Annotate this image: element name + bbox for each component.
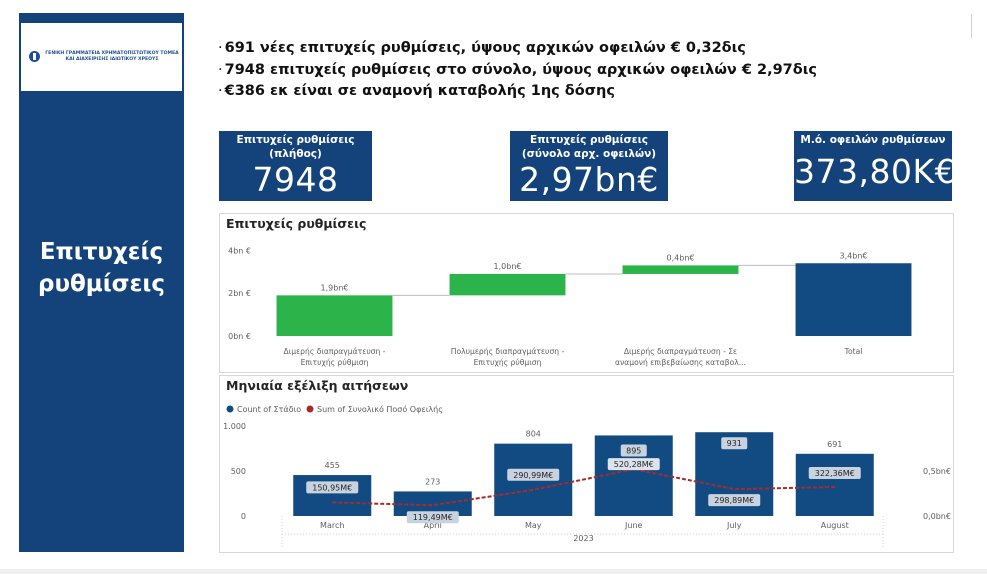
data-label-chip [721, 437, 748, 450]
bullet-marker: · [218, 61, 223, 78]
data-label-chip [406, 511, 459, 524]
sum-data-label: 150,95M€ [312, 483, 352, 492]
bullet-text: 7948 επιτυχείς ρυθμίσεις στο σύνολο, ύψο… [224, 61, 817, 78]
sidebar: ΓΕΝΙΚΗ ΓΡΑΜΜΑΤΕΙΑ ΧΡΗΜΑΤΟΠΙΣΤΩΤΙΚΟΥ ΤΟΜΕ… [19, 13, 184, 552]
data-label-chip [306, 481, 359, 494]
data-label: 1,9bn€ [321, 283, 349, 292]
count-bar [795, 453, 874, 516]
x-tick-label: Total [844, 347, 863, 356]
x-group-label: 2023 [573, 534, 593, 543]
summary-bullets: · 691 νέες επιτυχείς ρυθμίσεις, ύψους αρχ… [218, 38, 918, 103]
kpi-label: Επιτυχείς ρυθμίσεις (σύνολο αρχ. οφειλών… [521, 134, 657, 160]
y-tick-label: 0bn € [228, 332, 251, 341]
y-left-tick-label: 1.000 [223, 422, 246, 431]
waterfall-bar [622, 265, 739, 274]
legend-label: Sum of Συνολικό Ποσό Οφειλής [317, 404, 443, 414]
waterfall-bar [276, 295, 393, 336]
page-title: Επιτυχείς ρυθμίσεις [19, 236, 184, 300]
x-tick-label: August [821, 521, 849, 530]
data-label: 0,4bn€ [667, 253, 695, 262]
count-data-label: 691 [827, 440, 842, 449]
legend-swatch [226, 405, 234, 413]
legend-swatch [306, 405, 314, 413]
summary-bullet: · 691 νέες επιτυχείς ρυθμίσεις, ύψους αρχ… [218, 38, 918, 60]
y-right-tick-label: 0,5bn€ [923, 467, 951, 476]
kpi-card-average: Μ.ό. οφειλών ρυθμίσεων 373,80K€ [794, 131, 957, 201]
data-label: 1,0bn€ [494, 262, 522, 271]
emblem-icon [29, 51, 40, 62]
kpi-card-total: Επιτυχείς ρυθμίσεις (σύνολο αρχ. οφειλών… [510, 131, 668, 201]
y-right-tick-label: 0,0bn€ [923, 512, 951, 521]
y-left-tick-label: 500 [231, 467, 246, 476]
bullet-text: 691 νέες επιτυχείς ρυθμίσεις, ύψους αρχι… [224, 40, 746, 56]
kpi-value: 2,97bn€ [519, 160, 659, 199]
monthly-chart: Count of Στάδιο Sum of Συνολικό Ποσό Οφει… [223, 404, 951, 548]
waterfall-bar [795, 263, 912, 336]
legend-label: Count of Στάδιο [237, 405, 301, 414]
logo: ΓΕΝΙΚΗ ΓΡΑΜΜΑΤΕΙΑ ΧΡΗΜΑΤΟΠΙΣΤΩΤΙΚΟΥ ΤΟΜΕ… [21, 23, 182, 91]
kpi-value: 373,80K€ [794, 152, 957, 191]
kpi-card-count: Επιτυχείς ρυθμίσεις (πλήθος) 7948 [219, 131, 372, 201]
sum-line [332, 468, 835, 507]
x-tick-label: Πολυμερής διαπραγμάτευση - [451, 347, 565, 356]
count-data-label: 895 [626, 446, 641, 455]
count-data-label: 931 [727, 439, 742, 448]
x-tick-label: Επιτυχής ρύθμιση [301, 358, 369, 367]
y-tick-label: 4bn € [228, 246, 251, 255]
sum-data-label: 290,99M€ [513, 471, 553, 480]
data-label-chip [708, 494, 761, 507]
data-label: 3,4bn€ [840, 251, 868, 260]
sum-data-label: 298,89M€ [714, 496, 754, 505]
data-label-chip [507, 468, 560, 481]
count-data-label: 455 [325, 461, 340, 470]
sum-data-label: 119,49M€ [413, 513, 453, 522]
y-left-tick-label: 0 [241, 512, 246, 521]
x-tick-label: March [320, 521, 344, 530]
data-label-chip [607, 458, 660, 471]
x-tick-label: July [726, 521, 742, 530]
kpi-value: 7948 [252, 160, 339, 199]
bullet-marker: · [218, 83, 223, 99]
count-data-label: 273 [425, 477, 440, 486]
waterfall-bar [449, 273, 566, 296]
summary-bullet: · €386 εκ είναι σε αναμονή καταβολής 1ης … [218, 81, 918, 103]
page-title-line2: ρυθμίσεις [38, 271, 165, 297]
x-tick-label: Διμερής διαπραγμάτευση - [283, 347, 385, 356]
x-tick-label: Επιτυχής ρύθμιση [474, 358, 542, 367]
waterfall-chart-panel: Επιτυχείς ρυθμίσεις 0bn € 2bn € 4bn € 1,9bn… [219, 213, 954, 373]
x-tick-label: Διμερής διαπραγμάτευση - Σε [624, 347, 737, 356]
sum-data-label: 322,36M€ [815, 469, 855, 478]
page-title-line1: Επιτυχείς [39, 239, 164, 265]
waterfall-chart-title: Επιτυχείς ρυθμίσεις [226, 216, 367, 231]
logo-text: ΓΕΝΙΚΗ ΓΡΑΜΜΑΤΕΙΑ ΧΡΗΜΑΤΟΠΙΣΤΩΤΙΚΟΥ ΤΟΜΕ… [45, 51, 179, 62]
count-bar [293, 475, 372, 516]
monthly-chart-title: Μηνιαία εξέλιξη αιτήσεων [226, 378, 409, 393]
x-tick-label: June [624, 521, 643, 530]
sum-data-label: 520,28M€ [614, 460, 654, 469]
bullet-marker: · [218, 40, 223, 56]
bottom-bar [0, 569, 987, 574]
kpi-label: Μ.ό. οφειλών ρυθμίσεων [800, 134, 946, 146]
x-tick-label: May [525, 521, 542, 530]
count-data-label: 804 [526, 430, 541, 439]
kpi-label: Επιτυχείς ρυθμίσεις (πλήθος) [236, 134, 355, 160]
data-label-chip [808, 466, 861, 479]
summary-bullet: · 7948 επιτυχείς ρυθμίσεις στο σύνολο, ύψ… [218, 60, 918, 82]
monthly-chart-panel: Μηνιαία εξέλιξη αιτήσεων Count of Στάδιο… [219, 375, 954, 553]
x-tick-label: April [424, 521, 442, 530]
bullet-text: €386 εκ είναι σε αναμονή καταβολής 1ης δ… [224, 83, 615, 99]
waterfall-chart: 0bn € 2bn € 4bn € 1,9bn€ Διμερής διαπραγμάτε… [228, 246, 912, 367]
x-tick-label: αναμονή επιβεβαίωσης καταβολ... [615, 358, 746, 367]
y-tick-label: 2bn € [228, 289, 251, 298]
divider [971, 14, 972, 38]
data-label-chip [620, 444, 647, 457]
